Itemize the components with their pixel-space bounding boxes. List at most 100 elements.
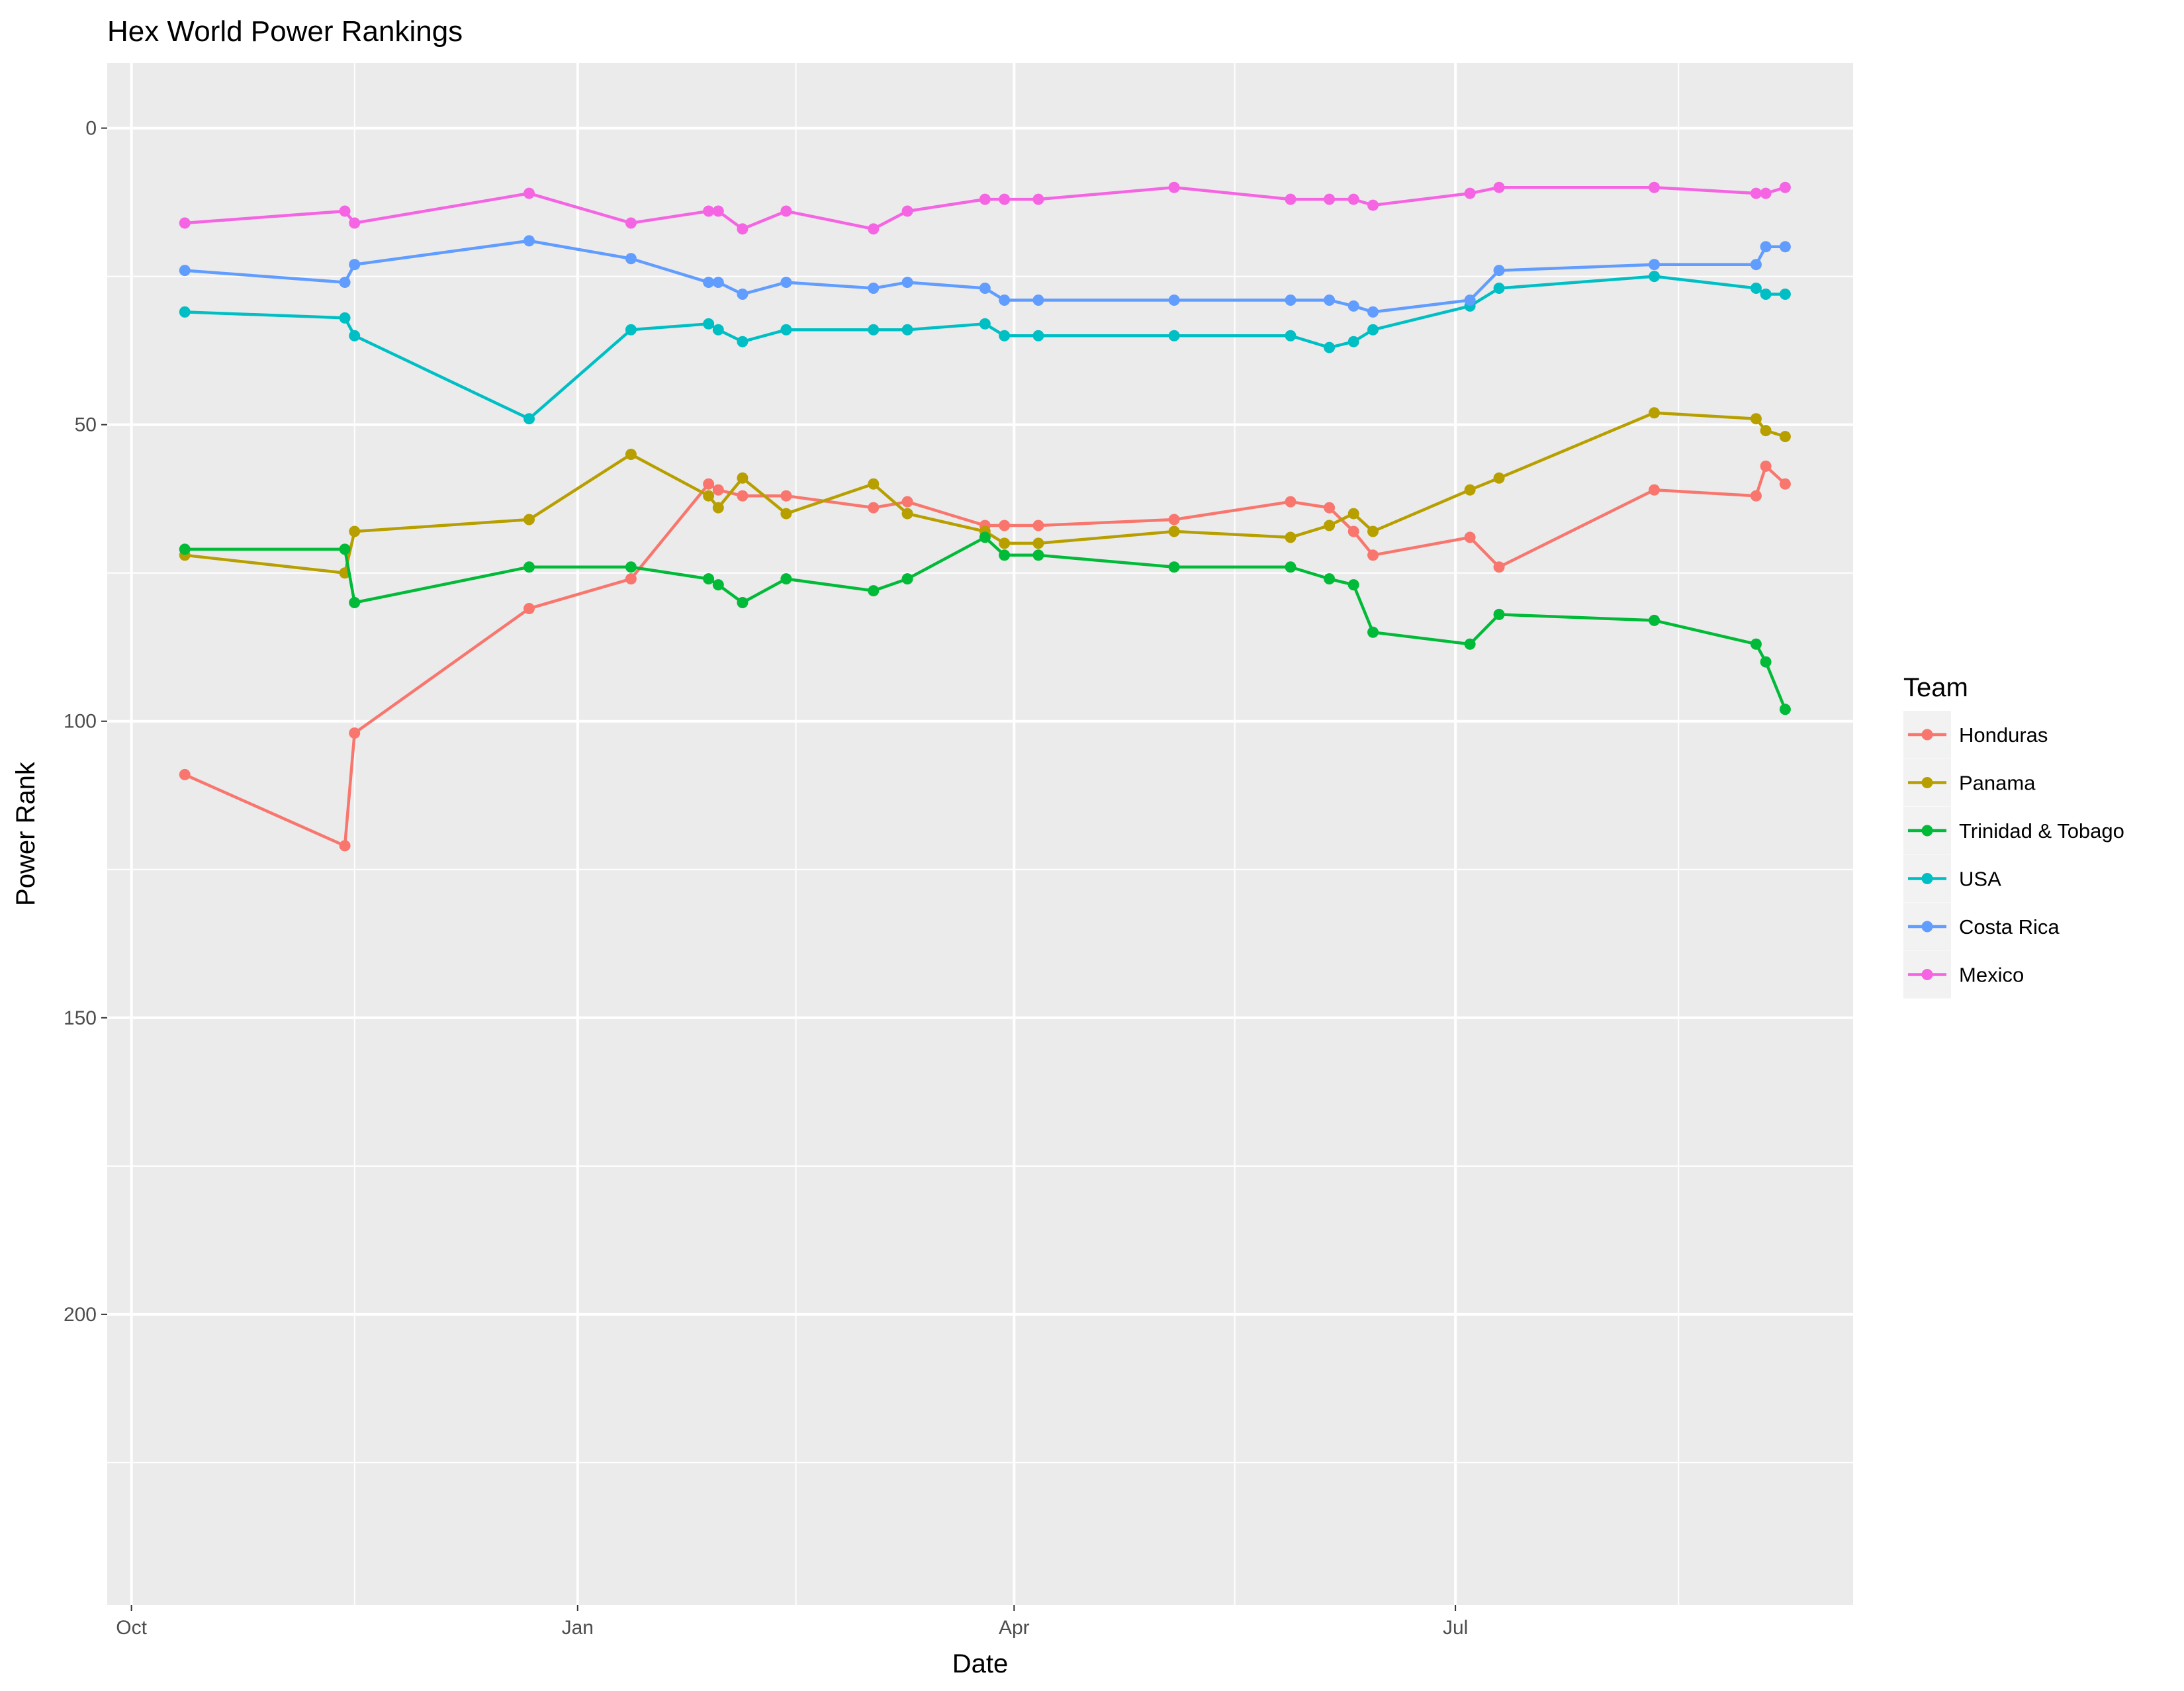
data-point-mexico [1779,181,1791,193]
data-point-usa [901,324,913,336]
x-tick-label: Apr [999,1617,1030,1639]
data-point-trinidad-tobago [1168,561,1180,573]
data-point-costa-rica [1649,259,1661,271]
legend-point [1921,729,1933,741]
data-point-trinidad-tobago [179,543,191,555]
legend-point [1921,873,1933,884]
series-panama [179,407,1791,579]
data-point-usa [979,318,991,330]
data-point-panama [1493,472,1505,484]
data-point-usa [868,324,880,336]
data-point-usa [1779,289,1791,300]
data-point-honduras [868,502,880,514]
data-point-honduras [1750,490,1762,502]
legend-item-costa-rica: Costa Rica [1903,903,2060,950]
data-point-mexico [625,217,637,229]
data-point-trinidad-tobago [1367,626,1379,638]
data-point-honduras [1367,549,1379,561]
data-point-honduras [901,496,913,508]
data-point-mexico [1493,181,1505,193]
data-point-honduras [1032,520,1044,531]
data-point-honduras [703,478,715,490]
data-point-costa-rica [1367,306,1379,318]
data-point-honduras [339,840,351,852]
x-tick-label: Jul [1443,1617,1468,1639]
data-point-trinidad-tobago [703,573,715,585]
data-point-costa-rica [901,277,913,289]
legend-point [1921,921,1933,933]
legend-label: Costa Rica [1959,915,2060,938]
data-point-panama [999,537,1011,549]
data-point-panama [625,448,637,460]
data-point-mexico [1367,199,1379,211]
data-point-costa-rica [349,259,361,271]
data-point-usa [1760,289,1772,300]
legend-item-trinidad-tobago: Trinidad & Tobago [1903,807,2124,854]
data-point-mexico [1760,187,1772,199]
data-point-mexico [1750,187,1762,199]
data-point-honduras [349,727,361,739]
legend-label: Trinidad & Tobago [1959,819,2124,843]
data-point-panama [1464,484,1476,496]
data-point-panama [523,514,535,526]
series-layer [179,181,1791,852]
data-point-trinidad-tobago [1324,573,1336,585]
data-point-costa-rica [1750,259,1762,271]
data-point-panama [1285,531,1297,543]
data-point-trinidad-tobago [868,585,880,597]
data-point-usa [712,324,724,336]
data-point-usa [625,324,637,336]
data-point-honduras [1760,460,1772,472]
x-tick-label: Oct [116,1617,147,1639]
plot-panel [107,63,1853,1605]
data-point-honduras [1285,496,1297,508]
legend-label: Mexico [1959,964,2024,987]
data-point-trinidad-tobago [780,573,792,585]
data-point-costa-rica [999,294,1011,306]
data-point-usa [1367,324,1379,336]
data-point-mexico [703,205,715,217]
data-point-trinidad-tobago [737,597,749,608]
data-point-trinidad-tobago [1464,638,1476,650]
data-point-trinidad-tobago [1760,656,1772,668]
data-point-trinidad-tobago [901,573,913,585]
data-point-usa [1493,283,1505,295]
grid-minor [107,63,1853,1605]
data-point-mexico [1285,193,1297,205]
data-point-mexico [1464,187,1476,199]
data-point-honduras [179,768,191,780]
data-point-panama [1367,526,1379,537]
data-point-mexico [712,205,724,217]
data-point-costa-rica [339,277,351,289]
x-axis: Oct Jan Apr Jul [116,1605,1468,1639]
data-point-mexico [1032,193,1044,205]
y-tick-label: 50 [75,414,97,436]
data-point-panama [1750,413,1762,425]
data-point-costa-rica [1347,300,1359,312]
y-tick-label: 100 [64,711,97,733]
data-point-panama [1168,526,1180,537]
grid-major [107,63,1853,1605]
data-point-panama [349,526,361,537]
series-trinidad-tobago [179,531,1791,715]
data-point-mexico [349,217,361,229]
data-point-costa-rica [1168,294,1180,306]
data-point-honduras [1324,502,1336,514]
legend-point [1921,969,1933,980]
chart-title: Hex World Power Rankings [107,15,463,48]
series-mexico [179,181,1791,235]
data-point-honduras [1464,531,1476,543]
data-point-costa-rica [1760,241,1772,253]
data-point-costa-rica [1324,294,1336,306]
data-point-trinidad-tobago [523,561,535,573]
data-point-costa-rica [703,277,715,289]
data-point-costa-rica [1464,294,1476,306]
data-point-honduras [1779,478,1791,490]
data-point-costa-rica [737,289,749,300]
data-point-trinidad-tobago [712,579,724,591]
legend-point [1921,825,1933,837]
data-point-trinidad-tobago [625,561,637,573]
legend-label: USA [1959,868,2001,891]
data-point-usa [1750,283,1762,295]
data-point-panama [1324,520,1336,531]
